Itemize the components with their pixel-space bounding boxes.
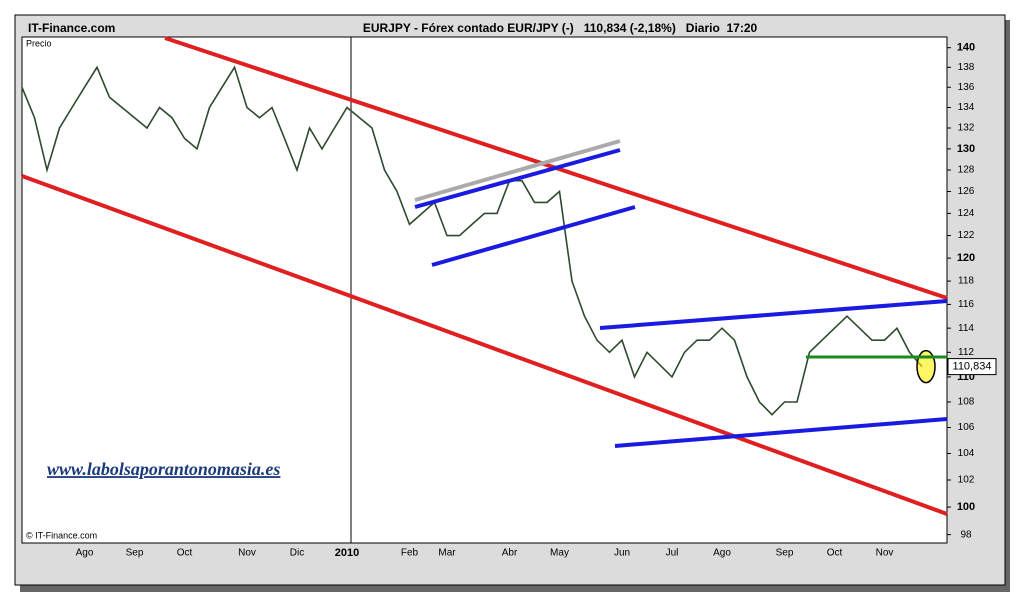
series-name: Precio [26, 38, 52, 48]
x-tick-label: Sep [776, 548, 794, 559]
y-tick-label: 108 [958, 397, 975, 408]
x-tick-label: Feb [401, 548, 419, 559]
y-tick-label: 122 [958, 230, 975, 241]
y-tick-label: 100 [957, 501, 975, 513]
site: IT-Finance.com [28, 21, 115, 35]
x-tick-label: Sep [126, 548, 144, 559]
y-tick-label: 102 [958, 475, 975, 486]
chart-title: EURJPY - Fórex contado EUR/JPY (-) 110,8… [363, 21, 758, 35]
x-tick-label: Ago [713, 548, 731, 559]
x-tick-label: Oct [177, 548, 193, 559]
red-channel-bottom [21, 174, 948, 516]
y-tick-label: 134 [958, 102, 975, 113]
y-tick-label: 140 [957, 42, 975, 54]
y-tick-label: 136 [958, 82, 975, 93]
trend-lines [21, 36, 948, 516]
x-tick-label: Jul [666, 548, 679, 559]
price-box [947, 358, 997, 376]
y-tick-label: 126 [958, 186, 975, 197]
x-tick-label: Dic [290, 548, 304, 559]
gray-line [414, 139, 621, 202]
x-tick-label: Nov [238, 548, 256, 559]
y-tick-label: 98 [960, 529, 972, 540]
price-label: 110,834 [953, 361, 992, 373]
watermark: www.labolsaporantonomasia.es [47, 459, 280, 479]
x-tick-label: Ago [76, 548, 94, 559]
blue-line [431, 205, 636, 267]
y-tick-label: 130 [957, 143, 975, 155]
x-tick-label: 2010 [335, 547, 359, 559]
y-tick-label: 114 [958, 323, 974, 334]
y-tick-label: 118 [958, 276, 974, 287]
x-tick-label: Jun [614, 548, 630, 559]
blue-line [414, 148, 621, 209]
price-line [21, 65, 923, 416]
blue-line [614, 417, 948, 448]
y-tick-label: 128 [958, 165, 975, 176]
x-tick-label: Abr [502, 548, 518, 559]
y-tick-label: 112 [958, 347, 974, 358]
y-tick-label: 132 [958, 123, 975, 134]
y-tick-label: 116 [958, 299, 974, 310]
highlight [916, 349, 936, 384]
x-tick-label: Oct [827, 548, 843, 559]
x-tick-label: Mar [438, 548, 456, 559]
copyright: © IT-Finance.com [26, 530, 97, 540]
y-tick-label: 124 [958, 208, 975, 219]
x-tick-label: May [550, 548, 569, 559]
y-tick-label: 120 [957, 252, 975, 264]
y-tick-label: 106 [958, 422, 975, 433]
y-tick-label: 104 [958, 448, 975, 459]
blue-line [599, 299, 948, 330]
x-tick-label: Nov [876, 548, 894, 559]
y-tick-label: 138 [958, 62, 975, 73]
